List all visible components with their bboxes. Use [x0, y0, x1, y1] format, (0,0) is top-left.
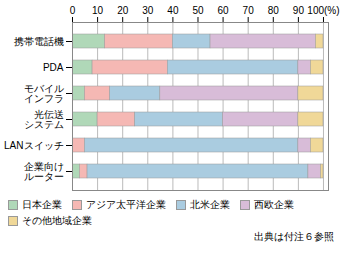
svg-text:LANスイッチ: LANスイッチ — [4, 140, 63, 151]
svg-text:80: 80 — [268, 5, 280, 16]
svg-text:50: 50 — [192, 5, 204, 16]
html-text:日本企業: 日本企業 — [22, 199, 62, 210]
svg-text:70: 70 — [243, 5, 255, 16]
html-text:出典は付注６参照: 出典は付注６参照 — [254, 231, 334, 242]
svg-text:光伝送システム: 光伝送システム — [24, 109, 64, 130]
svg-text:携帯電話機: 携帯電話機 — [14, 36, 64, 47]
html-text:その他地域企業: その他地域企業 — [22, 215, 92, 226]
svg-text:40: 40 — [167, 5, 179, 16]
svg-text:100(%): 100(%) — [307, 5, 339, 16]
svg-text:90: 90 — [293, 5, 305, 16]
html-text:アジア太平洋企業: アジア太平洋企業 — [86, 199, 166, 210]
svg-text:20: 20 — [117, 5, 129, 16]
html-text:西欧企業: 西欧企業 — [254, 199, 294, 210]
svg-text:モバイルインフラ: モバイルインフラ — [24, 83, 64, 104]
html-text:北米企業: 北米企業 — [190, 199, 230, 210]
svg-text:PDA: PDA — [43, 62, 64, 73]
svg-text:0: 0 — [70, 5, 76, 16]
svg-text:30: 30 — [142, 5, 154, 16]
svg-text:企業向けルーター: 企業向けルーター — [24, 161, 64, 182]
svg-text:10: 10 — [92, 5, 104, 16]
svg-text:60: 60 — [218, 5, 230, 16]
